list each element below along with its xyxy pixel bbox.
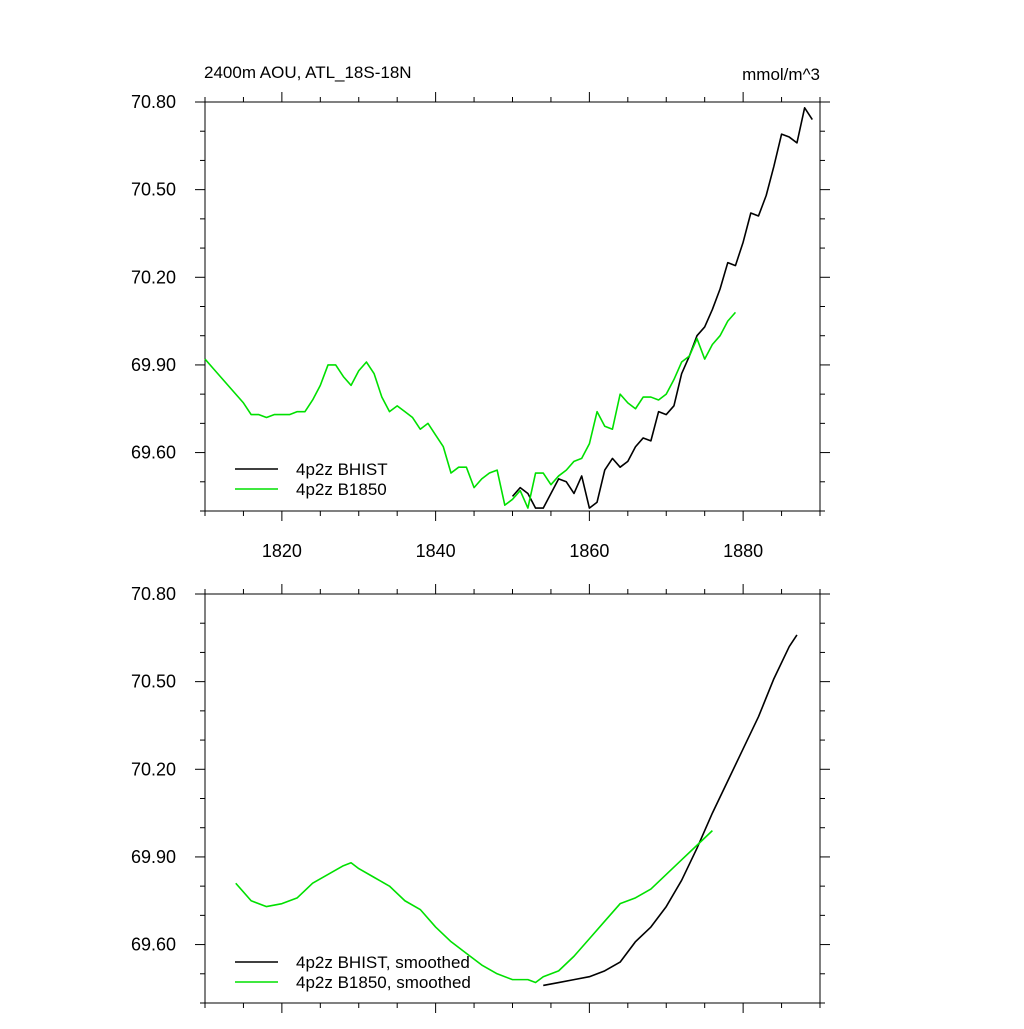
y-tick-label: 70.80 xyxy=(131,584,176,604)
legend-label: 4p2z B1850 xyxy=(296,480,387,499)
chart-title: 2400m AOU, ATL_18S-18N xyxy=(204,63,412,82)
plot-frame xyxy=(204,593,821,1004)
y-tick-label: 70.20 xyxy=(131,267,176,287)
series-line xyxy=(543,634,798,987)
series-line xyxy=(204,311,737,509)
y-tick-label: 69.90 xyxy=(131,847,176,867)
x-tick-label: 1880 xyxy=(723,541,763,561)
x-tick-label: 1820 xyxy=(262,541,302,561)
series-line xyxy=(511,107,813,509)
units-label: mmol/m^3 xyxy=(742,65,820,84)
y-tick-label: 70.80 xyxy=(131,92,176,112)
y-tick-label: 70.20 xyxy=(131,759,176,779)
y-tick-label: 69.60 xyxy=(131,443,176,463)
y-tick-label: 69.90 xyxy=(131,355,176,375)
x-tick-label: 1840 xyxy=(416,541,456,561)
x-tick-label: 1860 xyxy=(569,541,609,561)
series-line xyxy=(235,830,713,984)
y-tick-label: 69.60 xyxy=(131,935,176,955)
legend-label: 4p2z B1850, smoothed xyxy=(296,973,471,992)
y-tick-label: 70.50 xyxy=(131,180,176,200)
plot-frame xyxy=(204,101,821,512)
y-tick-label: 70.50 xyxy=(131,672,176,692)
legend-label: 4p2z BHIST xyxy=(296,460,388,479)
legend-label: 4p2z BHIST, smoothed xyxy=(296,953,470,972)
